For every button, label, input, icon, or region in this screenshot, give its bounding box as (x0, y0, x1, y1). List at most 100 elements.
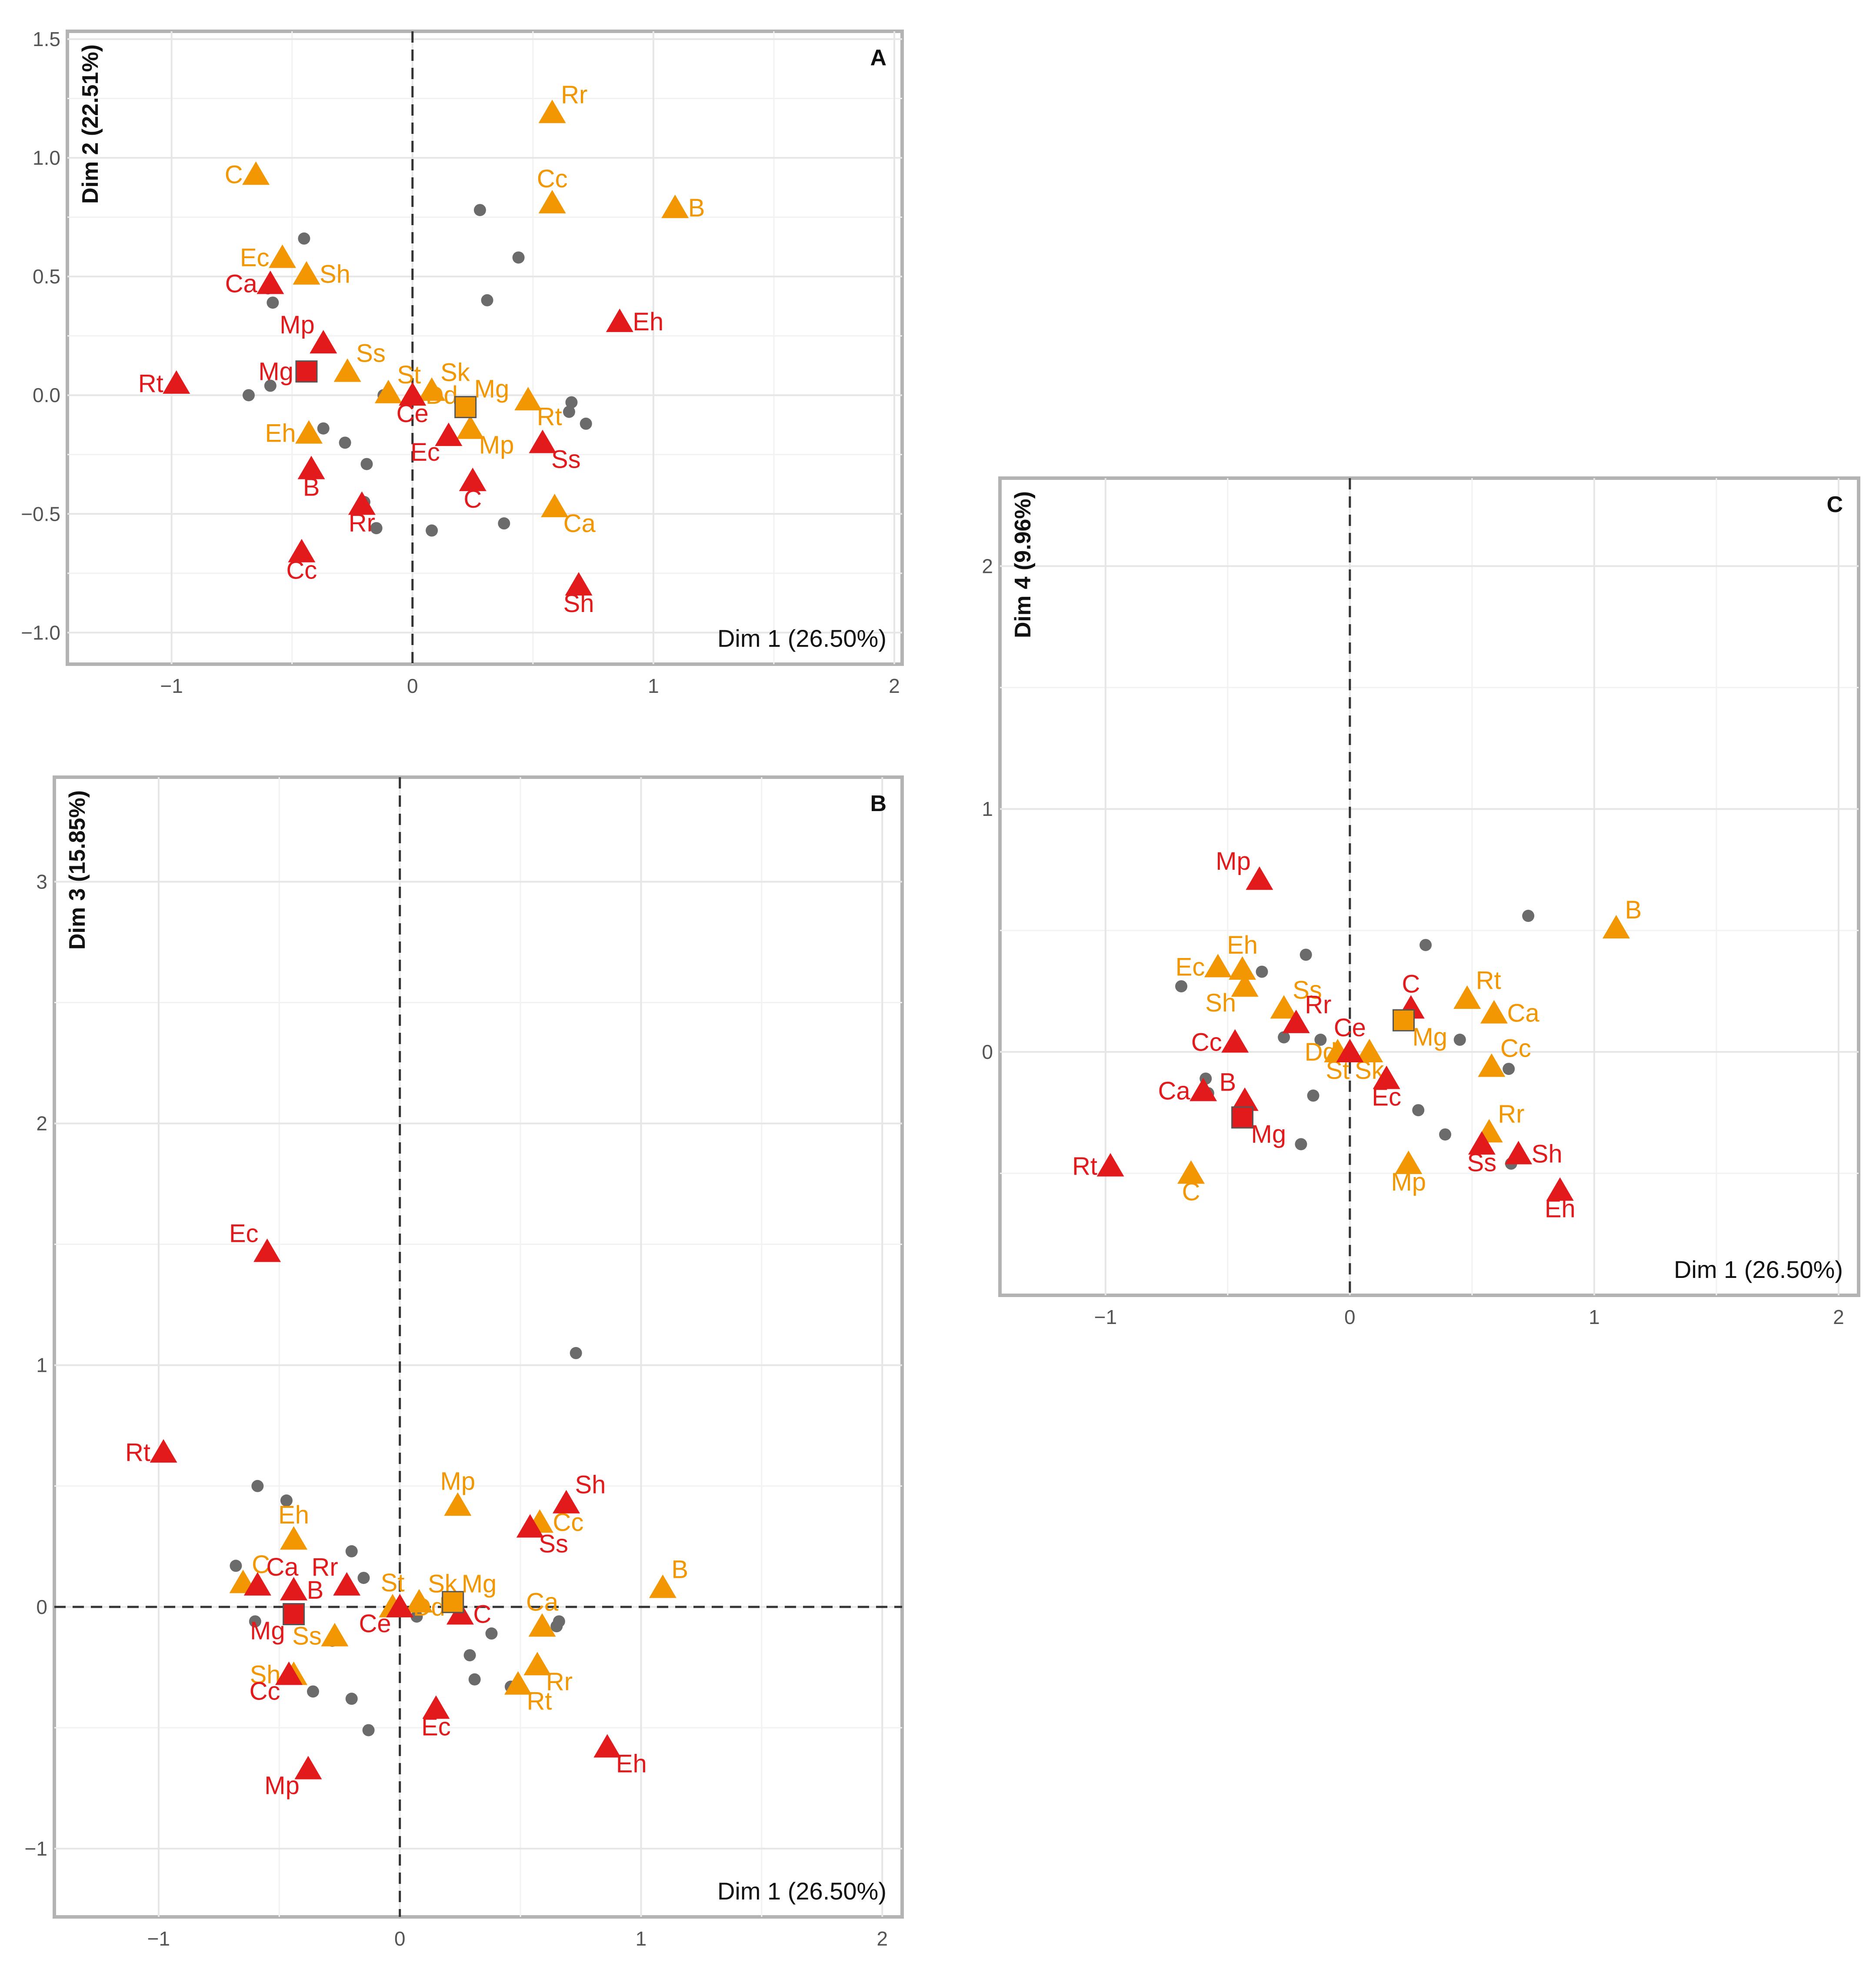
point-label: Ss (1293, 976, 1322, 1004)
red-category-marker (1468, 1131, 1496, 1155)
point-label: Cc (250, 1677, 280, 1706)
centroid-marker (1231, 1106, 1254, 1129)
individual-point (264, 379, 277, 392)
orange-category-marker (661, 194, 689, 218)
point-label: Sh (575, 1471, 606, 1499)
red-category-marker (310, 330, 337, 354)
red-category-marker (1221, 1029, 1249, 1053)
point-label: Sh (1532, 1140, 1563, 1168)
point-label: C (252, 1550, 270, 1579)
point-label: Ec (1372, 1083, 1401, 1111)
point-label: Rt (1476, 966, 1501, 995)
point-label: Mg (258, 358, 293, 386)
red-category-marker (333, 1572, 361, 1596)
point-label: St (397, 361, 421, 389)
orange-category-marker (1177, 1160, 1205, 1184)
red-category-marker (1546, 1177, 1574, 1201)
panel-a: −1 0 1 2 −1.0 −0.5 0.0 0.5 1.0 1.5 Dim 1 (26.50%) D… (21, 28, 904, 697)
orange-category-marker (405, 1589, 433, 1613)
point-label: Cc (286, 556, 317, 585)
x-tick-label: −1 (1094, 1306, 1117, 1328)
y-tick-label: −1.0 (21, 621, 60, 644)
plot-area (1000, 478, 1859, 1295)
point-label: Mg (462, 1570, 497, 1598)
orange-category-marker (374, 379, 402, 403)
orange-category-marker (1480, 1000, 1508, 1024)
orange-category-marker (1229, 956, 1256, 980)
point-label: Ca (225, 270, 258, 298)
orange-category-marker (242, 161, 270, 185)
individual-point (339, 436, 351, 449)
individual-point (1439, 1128, 1452, 1141)
point-label: Ec (240, 243, 270, 272)
x-axis-title: Dim 1 (26.50%) (1674, 1256, 1843, 1283)
point-label: Sh (563, 589, 594, 618)
individual-point (1295, 1138, 1307, 1151)
plot-panel (53, 775, 904, 1919)
red-category-marker (422, 1695, 450, 1719)
y-tick-label: −0.5 (21, 502, 60, 525)
y-tick-label: −1 (25, 1837, 47, 1860)
centroid-marker (295, 360, 318, 383)
point-label: Rt (138, 369, 163, 398)
red-category-marker (280, 1577, 308, 1600)
individual-point (230, 1560, 242, 1572)
orange-category-marker (293, 261, 320, 285)
y-tick-label: 0 (36, 1596, 47, 1618)
y-tick-label: 1 (982, 798, 993, 820)
point-label: Sh (320, 260, 350, 289)
point-label: Rt (527, 1687, 552, 1715)
orange-category-marker (514, 387, 542, 411)
point-label: Eh (1227, 931, 1258, 959)
point-label: Mp (479, 431, 514, 459)
red-category-marker (399, 382, 427, 406)
individual-point (1278, 1031, 1290, 1044)
orange-category-marker (457, 415, 484, 439)
individual-point (570, 1347, 582, 1359)
point-label: B (1625, 896, 1642, 924)
individual-point (563, 406, 575, 418)
point-label: Ca (563, 509, 596, 538)
point-label: Ca (1158, 1077, 1190, 1105)
red-category-marker (459, 467, 486, 491)
point-label: Eh (616, 1750, 647, 1778)
point-label: Mp (264, 1771, 300, 1800)
y-tick-label: 1.0 (33, 146, 60, 169)
plot-panel (66, 30, 904, 666)
individual-point (1307, 1089, 1320, 1102)
y-tick-label: 1.5 (33, 28, 60, 50)
point-label: Mg (250, 1617, 285, 1645)
individual-point (1314, 1034, 1327, 1046)
red-category-marker (1231, 1087, 1259, 1111)
individual-point (1503, 1063, 1515, 1075)
orange-category-marker (295, 420, 323, 444)
individual-point (298, 232, 310, 245)
point-label: Mg (1412, 1023, 1447, 1051)
red-category-marker (297, 456, 325, 479)
panel-b: −1 0 1 2 −1 0 1 2 3 Dim 1 (26.50%) Dim 3 (15.85%) B… (25, 775, 904, 1950)
individual-point (370, 522, 383, 535)
individual-point (481, 294, 493, 306)
red-category-marker (257, 270, 284, 294)
orange-category-marker (333, 358, 361, 382)
point-label: C (1402, 970, 1420, 998)
red-category-marker (348, 491, 376, 515)
orange-category-marker (523, 1652, 551, 1676)
individual-point (485, 1627, 498, 1640)
individual-point (550, 1620, 563, 1633)
point-label: Ss (539, 1530, 568, 1558)
y-tick-label: 0.0 (33, 384, 60, 406)
point-label: Rr (1305, 991, 1331, 1019)
x-tick-label: −1 (147, 1927, 170, 1950)
x-tick-label: 0 (1344, 1306, 1356, 1328)
point-label: Mp (280, 311, 315, 339)
point-label: Mp (1391, 1168, 1426, 1196)
point-label: Rt (537, 403, 562, 431)
point-label: Rr (561, 80, 587, 109)
individual-point (473, 204, 486, 216)
x-tick-label: 2 (876, 1927, 888, 1950)
point-label: Rt (125, 1438, 150, 1467)
centroid-marker (442, 1591, 464, 1613)
point-label: Mg (1251, 1120, 1286, 1148)
orange-category-marker (538, 100, 566, 123)
